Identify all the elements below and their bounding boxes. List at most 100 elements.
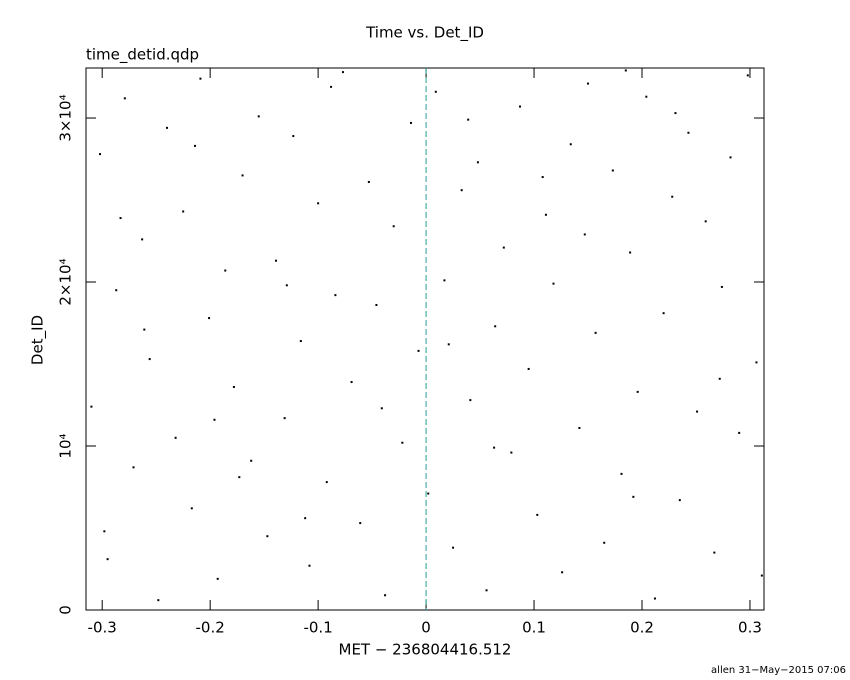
point [510,451,513,454]
point [427,492,430,495]
point [653,597,656,600]
point [417,349,420,352]
point [485,589,488,592]
point [611,169,614,172]
point [469,399,472,402]
point [143,328,146,331]
point [350,381,353,384]
point [519,105,522,108]
point [447,343,450,346]
point [720,285,723,288]
point [330,85,333,88]
point [552,282,555,285]
point [308,564,311,567]
point [250,459,253,462]
x-tick-label: -0.1 [303,619,332,637]
y-tick-label: 3×10⁴ [57,94,75,141]
point [760,574,763,577]
point [645,95,648,98]
point [729,156,732,159]
point [569,143,572,146]
footer: allen 31−May−2015 07:06 [711,665,846,676]
point [90,405,93,408]
x-tick-label: 0.2 [630,619,654,637]
point [174,436,177,439]
point [132,466,135,469]
plot-frame [85,67,765,611]
chart-title: Time vs. Det_ID [365,24,484,43]
x-tick-label: 0.1 [522,619,546,637]
point [275,259,278,262]
point [285,284,288,287]
point [194,144,197,147]
point [283,417,286,420]
point [467,118,470,121]
x-tick-label: -0.2 [196,619,225,637]
point [493,446,496,449]
point [746,74,749,77]
y-axis-label: Det_ID [29,315,48,365]
point [224,269,227,272]
point [292,135,295,138]
point [718,377,721,380]
point [241,174,244,177]
x-tick-label: 0.3 [738,619,762,637]
point [341,71,344,74]
point [141,238,144,241]
point [99,153,102,156]
point [687,131,690,134]
point [587,82,590,85]
point [632,495,635,498]
point [392,225,395,228]
x-tick-label: -0.3 [88,619,117,637]
point [123,97,126,100]
point [165,126,168,129]
point [299,340,302,343]
y-tick-label: 0 [57,605,75,615]
point [624,69,627,72]
point [452,546,455,549]
x-axis-label: MET − 236804416.512 [339,641,512,659]
point [713,551,716,554]
chart-subtitle: time_detid.qdp [86,46,199,65]
point [232,385,235,388]
point [583,233,586,236]
point [443,279,446,282]
point [409,121,412,124]
point [208,317,211,320]
point [662,312,665,315]
point [434,90,437,93]
point [755,361,758,364]
point [190,507,193,510]
y-tick-label: 2×10⁴ [57,258,75,305]
point [367,180,370,183]
point [494,325,497,328]
point [213,418,216,421]
point [671,195,674,198]
point [578,426,581,429]
point [460,189,463,192]
point [620,472,623,475]
point [704,220,707,223]
point [594,331,597,334]
point [157,599,160,602]
point [629,251,632,254]
point [561,571,564,574]
point [603,541,606,544]
point [325,481,328,484]
point [544,213,547,216]
point [148,358,151,361]
point [380,407,383,410]
point [696,410,699,413]
point [304,517,307,520]
point [334,294,337,297]
point [257,115,260,118]
y-tick-label: 10⁴ [57,433,75,458]
point [115,289,118,292]
point [502,246,505,249]
point [476,161,479,164]
point [678,499,681,502]
point [674,112,677,115]
point [536,513,539,516]
